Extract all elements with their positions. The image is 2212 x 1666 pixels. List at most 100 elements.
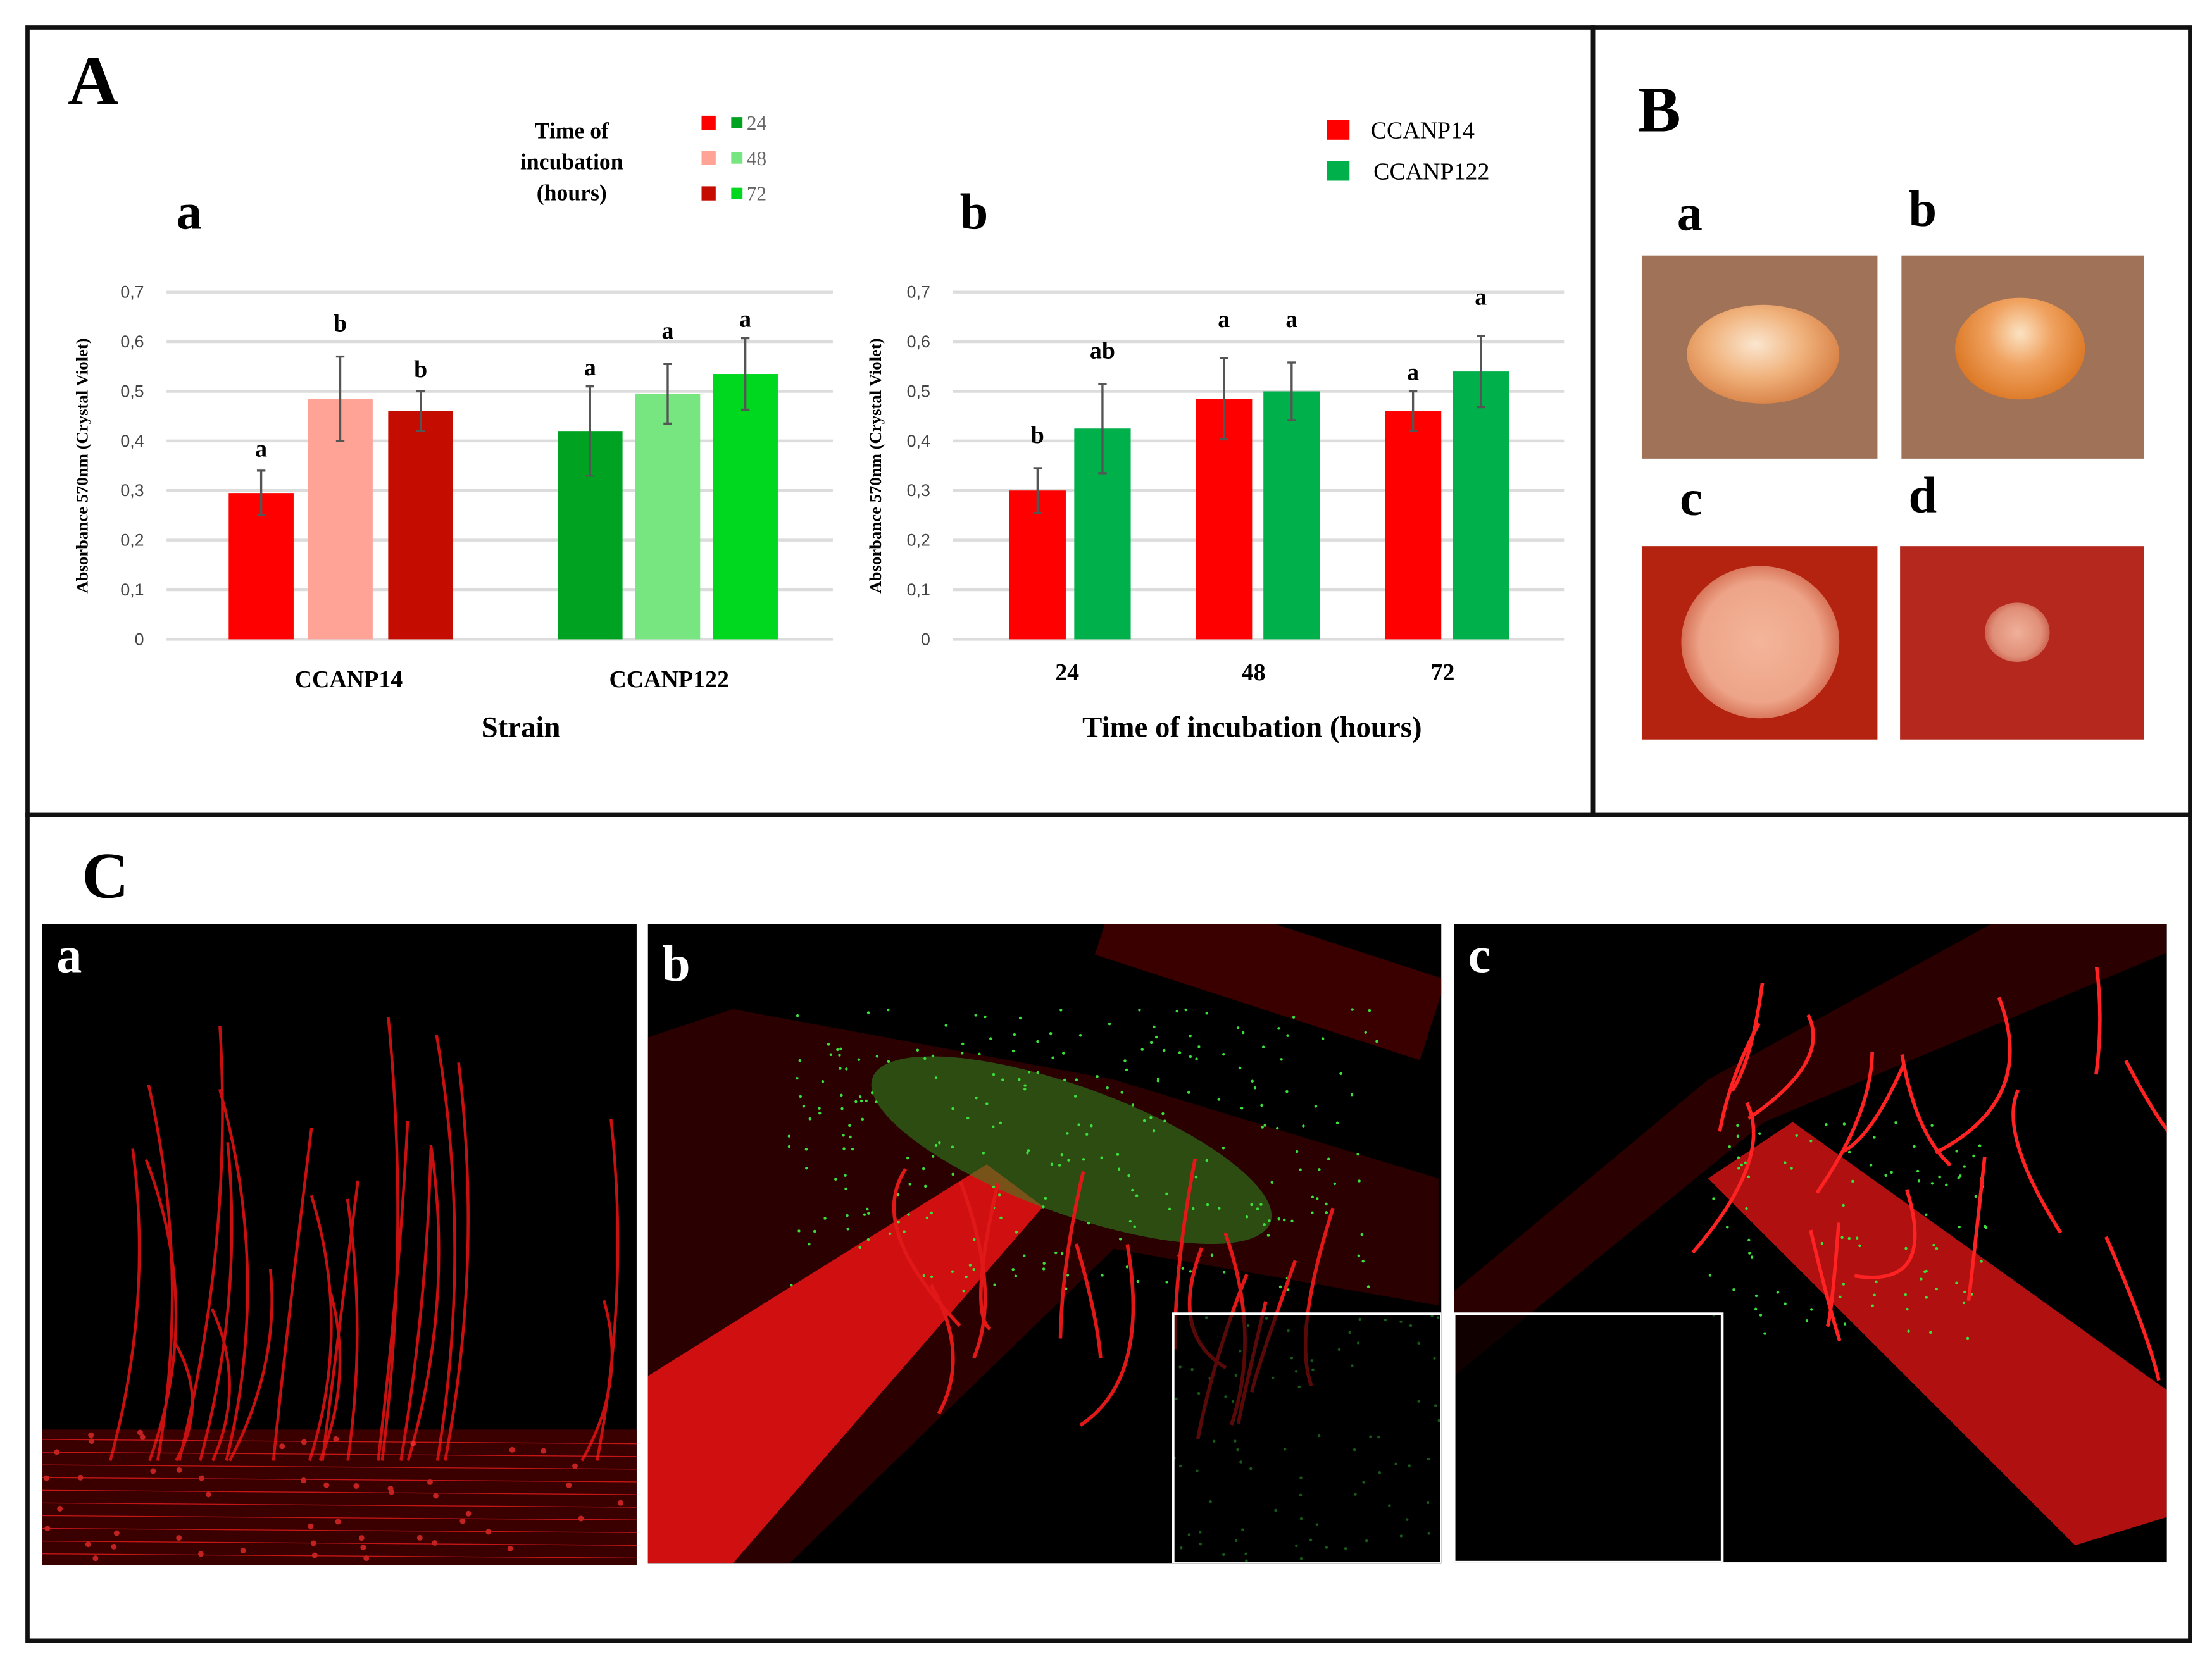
bacteria-speck <box>931 1155 935 1158</box>
root-hair <box>144 1159 178 1462</box>
bacteria-speck <box>1754 1307 1758 1311</box>
bacteria-speck <box>1161 1112 1165 1116</box>
y-tick-label: 0,3 <box>907 481 930 500</box>
bacteria-speck <box>1123 1059 1127 1062</box>
bacteria-speck <box>842 1147 846 1150</box>
nucleus <box>459 1518 466 1524</box>
bacteria-speck <box>1210 1253 1214 1257</box>
y-tick-label: 0,4 <box>907 432 930 451</box>
bacteria-speck <box>961 1042 965 1046</box>
bacteria-speck <box>840 1093 843 1097</box>
bacteria-speck <box>1027 1149 1030 1152</box>
zoom-inset-box <box>1172 1312 1442 1564</box>
bacteria-speck <box>1066 1274 1070 1277</box>
bacteria-speck <box>1875 1280 1878 1284</box>
bacteria-speck <box>1302 1124 1305 1128</box>
nucleus <box>311 1552 318 1558</box>
bacteria-speck <box>875 1100 878 1103</box>
bacteria-speck <box>1930 1124 1934 1128</box>
bacteria-speck <box>1955 1150 1958 1153</box>
significance-letter: a <box>1218 306 1230 333</box>
bacteria-speck <box>1100 1156 1103 1160</box>
bacteria-speck <box>1131 1103 1135 1107</box>
bacteria-speck <box>808 1117 811 1121</box>
bacteria-speck <box>1044 1197 1047 1200</box>
chart-b-legend: CCANP14 CCANP122 <box>1327 118 1489 185</box>
x-category-label: 72 <box>1431 659 1455 686</box>
bacteria-speck <box>1732 1288 1735 1291</box>
bacteria-speck <box>1847 1236 1851 1240</box>
legend-label: 24 <box>747 112 767 134</box>
bacteria-speck <box>1096 1074 1099 1078</box>
bacteria-speck <box>1181 1267 1185 1270</box>
bacteria-speck <box>1206 1203 1209 1207</box>
root-hair <box>435 1035 456 1461</box>
bacteria-speck <box>1315 1197 1319 1200</box>
bacteria-speck <box>865 1099 868 1103</box>
bacteria-speck <box>1175 1009 1179 1013</box>
root-hair <box>1854 1189 1917 1279</box>
colony-photo-a <box>1641 255 1878 459</box>
bacteria-speck <box>1318 1168 1321 1171</box>
bacteria-speck <box>1063 1078 1066 1082</box>
bacteria-speck <box>1980 1260 1983 1263</box>
bacteria-speck <box>1152 1129 1156 1133</box>
bacteria-speck <box>1851 1179 1854 1183</box>
significance-letter: a <box>584 354 596 381</box>
bacteria-speck <box>1966 1336 1970 1340</box>
nucleus <box>509 1446 515 1453</box>
bacteria-speck <box>951 1172 954 1176</box>
bar <box>1009 490 1066 640</box>
bacteria-speck <box>1277 1217 1280 1221</box>
bacteria-speck <box>951 1270 954 1273</box>
significance-letter: b <box>1031 422 1044 449</box>
root-hair <box>1900 1054 1952 1167</box>
bacteria-speck <box>1067 1159 1070 1162</box>
bacteria-speck <box>1299 1168 1302 1172</box>
nucleus <box>363 1555 370 1562</box>
bacteria-speck <box>1737 1167 1740 1170</box>
bacteria-speck <box>1938 1175 1941 1179</box>
x-category-label: 24 <box>1055 659 1079 686</box>
root-hair <box>173 1342 194 1462</box>
bacteria-speck <box>1240 1107 1244 1110</box>
bacteria-speck <box>1066 1132 1069 1135</box>
bacteria-speck <box>867 1212 870 1215</box>
cell-wall <box>42 1527 637 1533</box>
bacteria-speck <box>908 1183 911 1186</box>
root-hair <box>380 1017 399 1461</box>
bacteria-speck <box>1869 1164 1873 1167</box>
root-hair <box>346 1198 359 1461</box>
bacteria-speck <box>888 1232 892 1236</box>
cell-wall <box>42 1553 637 1559</box>
bacteria-speck <box>993 1283 996 1286</box>
bacteria-speck <box>1250 1203 1253 1207</box>
bacteria-speck <box>1286 1288 1290 1291</box>
bacteria-speck <box>1744 1161 1747 1164</box>
bacteria-speck <box>1023 1084 1027 1087</box>
bacteria-speck <box>866 1011 870 1014</box>
plate-label-a: a <box>1677 185 1703 242</box>
nucleus <box>432 1539 438 1546</box>
bacteria-speck <box>1136 1279 1140 1283</box>
micrograph-b-image <box>647 924 1442 1564</box>
bacteria-speck <box>1358 1179 1361 1183</box>
bacteria-speck <box>978 1052 981 1056</box>
bacteria-speck <box>1335 1121 1339 1124</box>
bacteria-speck <box>1360 1233 1363 1236</box>
bacteria-speck <box>1163 1119 1166 1122</box>
panel-label-A: A <box>68 40 119 120</box>
cell-wall <box>42 1502 637 1508</box>
nucleus <box>427 1479 433 1485</box>
micrograph-a: a <box>42 924 637 1565</box>
nucleus <box>572 1463 578 1469</box>
bacteria-speck <box>1018 1016 1022 1020</box>
micrograph-c-image <box>1454 924 2167 1563</box>
bacteria-speck <box>1014 1274 1018 1277</box>
legend-label: CCANP14 <box>1371 118 1475 144</box>
bacteria-speck <box>866 1207 869 1211</box>
y-tick-label: 0,4 <box>120 432 144 451</box>
bacteria-speck <box>923 1184 927 1188</box>
bacteria-speck <box>1238 1066 1242 1070</box>
bacteria-speck <box>1368 1009 1372 1012</box>
